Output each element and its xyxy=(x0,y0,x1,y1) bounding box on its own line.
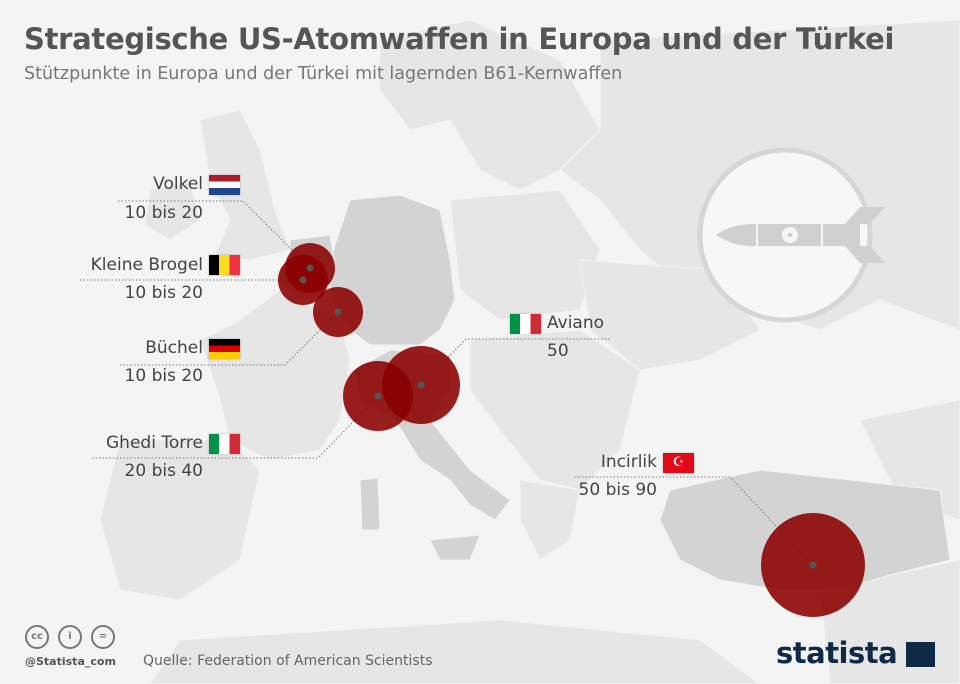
greece xyxy=(519,479,581,561)
attribution-icon[interactable]: i xyxy=(58,625,82,649)
flag-italy-icon xyxy=(510,314,541,334)
base-name-kleine-brogel: Kleine Brogel xyxy=(90,255,203,275)
dot-ghedi xyxy=(374,392,382,400)
black-sea xyxy=(640,380,820,460)
flag-italy-icon xyxy=(209,434,240,454)
scandinavia xyxy=(379,19,601,191)
flag-germany-icon xyxy=(209,339,240,359)
flag-netherlands-icon xyxy=(209,175,240,195)
uk xyxy=(199,109,291,261)
dot-incirlik xyxy=(809,561,817,569)
source-text: Quelle: Federation of American Scientist… xyxy=(143,653,433,669)
base-name-buechel: Büchel xyxy=(145,338,203,358)
base-name-ghedi-torre: Ghedi Torre xyxy=(106,433,203,453)
dot-aviano xyxy=(417,381,425,389)
base-name-aviano: Aviano xyxy=(547,313,605,333)
base-count-buechel: 10 bis 20 xyxy=(124,366,203,386)
statista-logo-mark-icon xyxy=(906,642,935,667)
dot-kleine-brogel xyxy=(299,276,307,284)
dot-buechel xyxy=(334,308,342,316)
poland-east xyxy=(449,189,601,321)
page-title: Strategische US-Atomwaffen in Europa und… xyxy=(24,22,895,56)
statista-logo[interactable]: statista xyxy=(776,636,898,670)
ireland xyxy=(144,179,201,241)
no-derivatives-icon[interactable]: = xyxy=(91,625,115,649)
base-count-incirlik: 50 bis 90 xyxy=(578,480,657,500)
base-name-volkel: Volkel xyxy=(153,174,203,194)
cc-license-icon[interactable]: cc xyxy=(25,625,49,649)
france xyxy=(199,289,351,461)
base-count-volkel: 10 bis 20 xyxy=(124,203,203,223)
base-name-incirlik: Incirlik xyxy=(600,452,657,472)
flag-turkey-icon: ☪ xyxy=(663,453,694,473)
flag-belgium-icon xyxy=(209,255,240,275)
base-count-aviano: 50 xyxy=(547,341,569,361)
sicily xyxy=(429,534,481,561)
base-count-ghedi-torre: 20 bis 40 xyxy=(124,461,203,481)
statista-handle-link[interactable]: @Statista_com xyxy=(25,655,116,668)
base-count-kleine-brogel: 10 bis 20 xyxy=(124,283,203,303)
sardinia xyxy=(359,477,381,531)
page-subtitle: Stützpunkte in Europa und der Türkei mit… xyxy=(24,64,623,84)
north-africa xyxy=(149,619,761,684)
dot-volkel xyxy=(306,264,314,272)
missile-icon xyxy=(697,147,885,323)
